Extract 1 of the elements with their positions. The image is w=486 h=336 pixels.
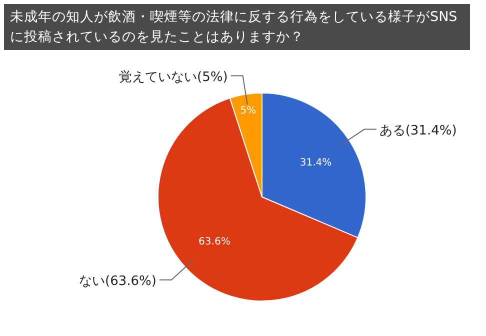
title: 未成年の知人が飲酒・喫煙等の法律に反する行為をしている様子がSNSに投稿されているのを見たことはありますか？ — [4, 4, 470, 50]
